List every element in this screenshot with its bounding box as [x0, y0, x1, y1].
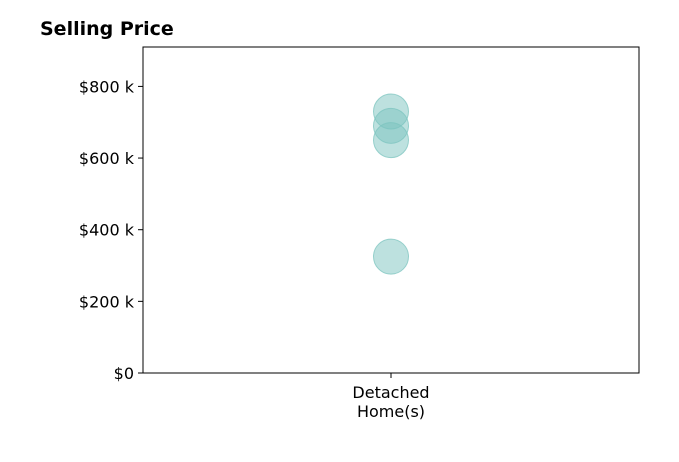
- y-tick-label: $800 k: [79, 77, 135, 96]
- scatter-points: [373, 93, 409, 275]
- x-tick-label: Detached Home(s): [352, 383, 429, 421]
- data-point: [373, 122, 409, 159]
- x-axis: Detached Home(s): [352, 373, 430, 421]
- data-point: [373, 238, 409, 275]
- y-tick-label: $0: [114, 364, 134, 383]
- chart-title: Selling Price: [40, 18, 174, 40]
- y-tick-label: $200 k: [79, 292, 135, 311]
- x-tick-label-line: Home(s): [357, 402, 425, 421]
- x-tick-label-line: Detached: [352, 383, 429, 402]
- y-tick-label: $600 k: [79, 149, 135, 168]
- y-tick-label: $400 k: [79, 221, 135, 240]
- y-axis: $0 $200 k $400 k $600 k $800 k: [79, 77, 143, 383]
